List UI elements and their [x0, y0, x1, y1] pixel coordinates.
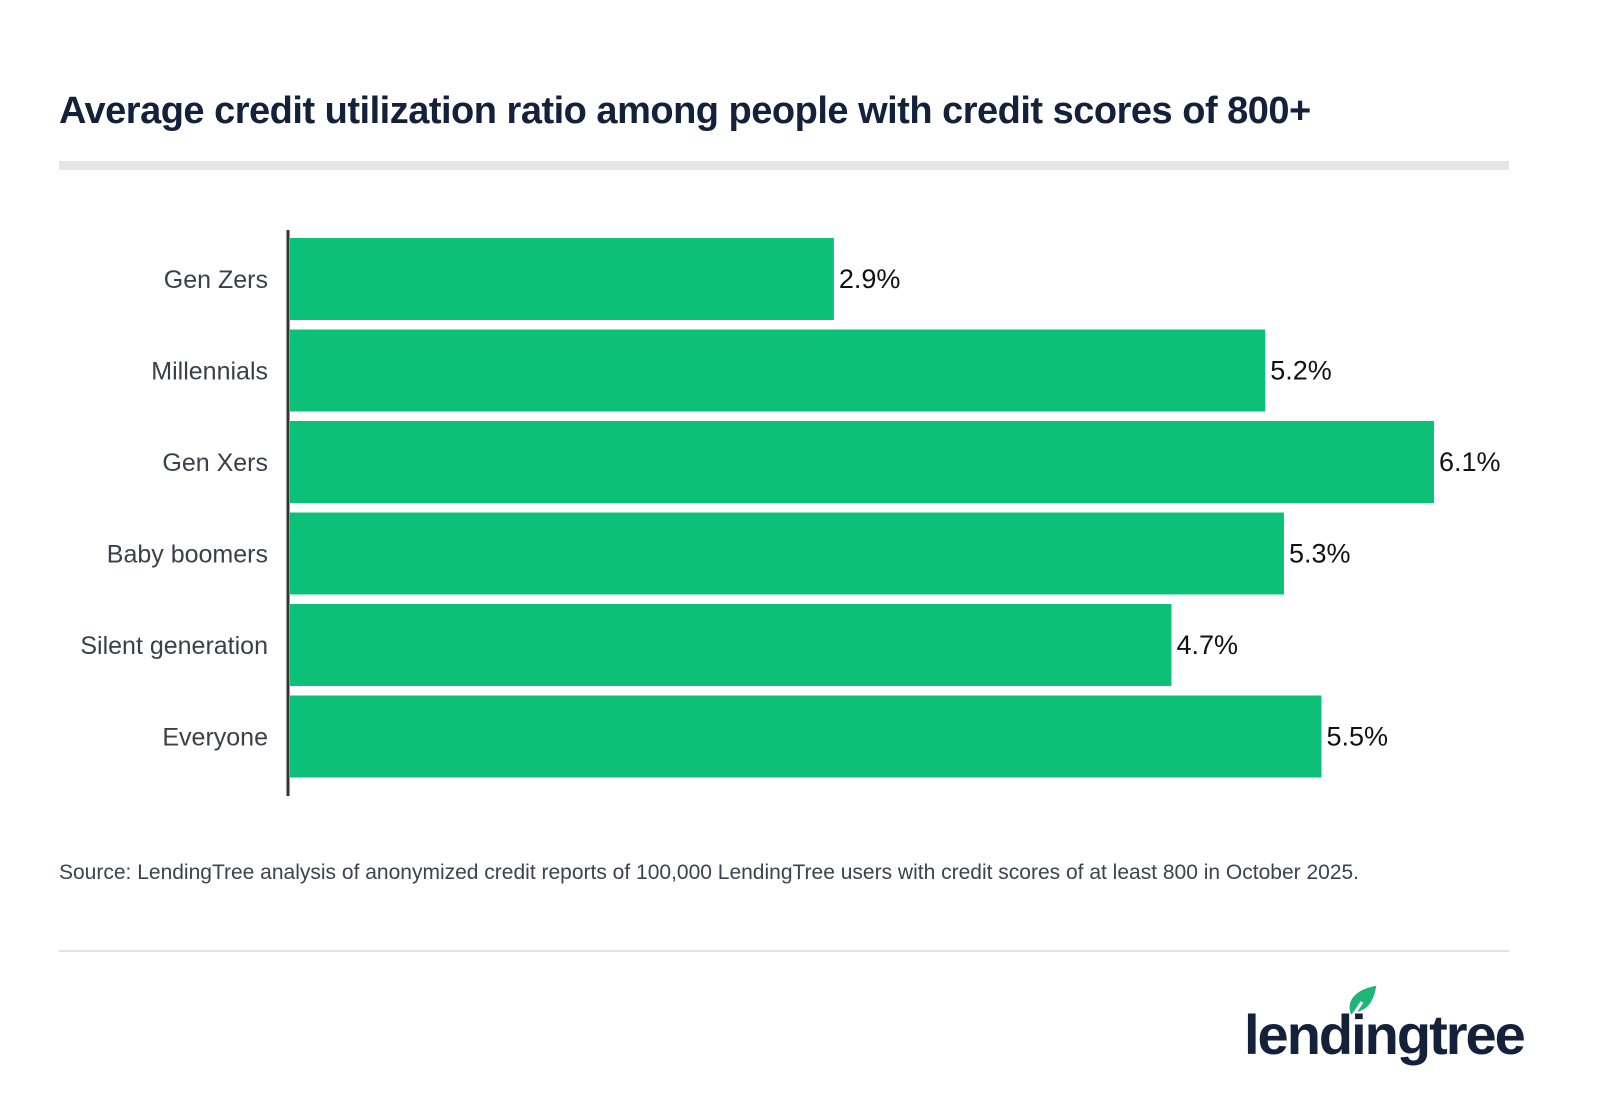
data-label: 5.2% [1270, 356, 1332, 386]
data-label: 5.5% [1326, 722, 1388, 752]
footer-divider [59, 950, 1509, 952]
title-divider [59, 161, 1509, 170]
logo-text: lendingtree [1244, 1003, 1526, 1066]
bar [290, 512, 1284, 595]
data-label: 6.1% [1439, 447, 1501, 477]
bar [290, 421, 1434, 503]
source-note: Source: LendingTree analysis of anonymiz… [59, 861, 1360, 884]
bar [290, 329, 1266, 412]
category-label: Gen Xers [162, 449, 268, 477]
category-label: Gen Zers [164, 266, 268, 294]
category-label: Everyone [162, 724, 268, 752]
data-label: 2.9% [839, 264, 901, 294]
category-label: Millennials [151, 358, 268, 386]
data-label: 4.7% [1176, 630, 1238, 660]
bar [290, 238, 834, 320]
category-label: Silent generation [80, 632, 268, 660]
lendingtree-logo: lendingtree [1244, 980, 1526, 1070]
bar-chart: Gen Zers 2.9% Millennials 5.2% Gen Xers 6.1% B… [80, 230, 1501, 796]
category-label: Baby boomers [107, 541, 268, 569]
chart-title: Average credit utilization ratio among p… [59, 90, 1311, 132]
leaf-icon [1346, 982, 1380, 1017]
bar [290, 604, 1172, 686]
data-label: 5.3% [1289, 539, 1351, 569]
bar [290, 695, 1322, 778]
